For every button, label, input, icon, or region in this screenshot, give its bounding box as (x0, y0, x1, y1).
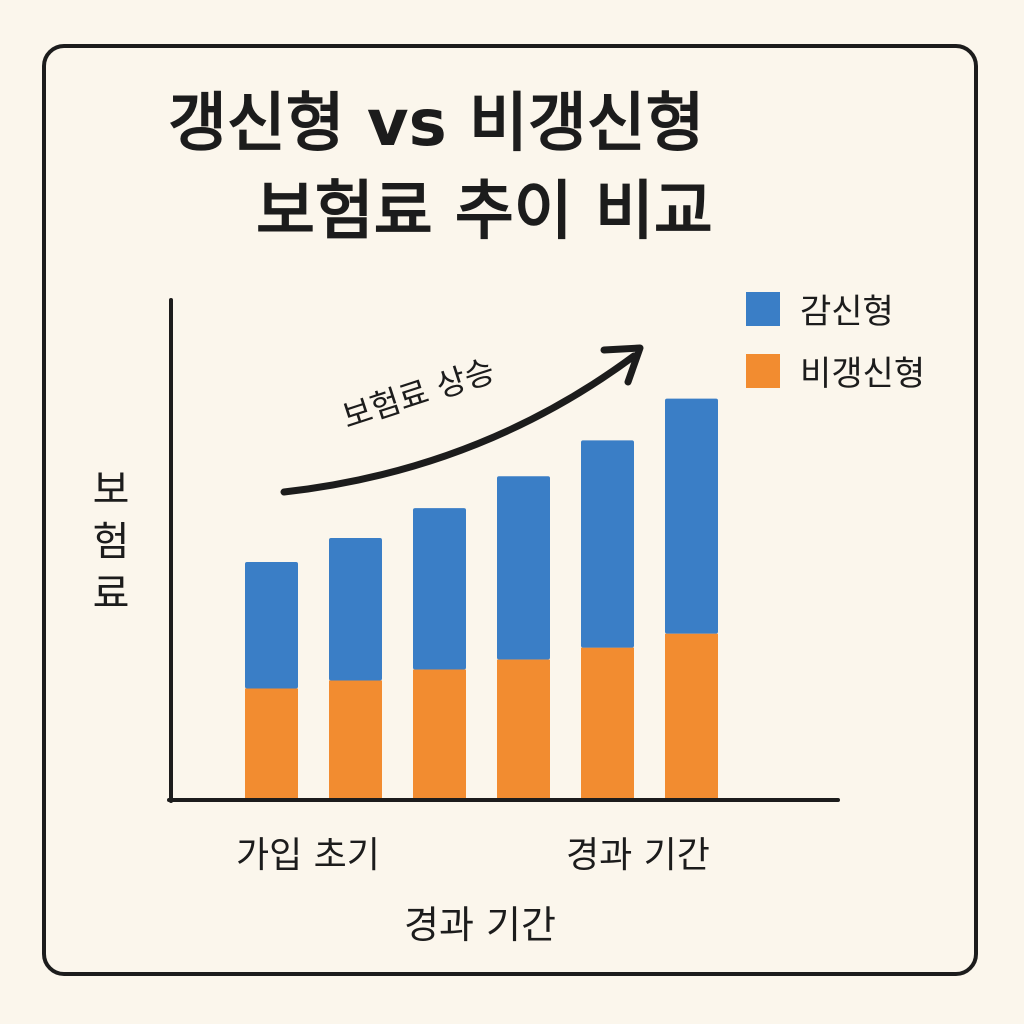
bar-segment-orange-2 (329, 680, 382, 798)
bar-segment-orange-3 (413, 669, 466, 798)
legend-swatch-orange (746, 353, 780, 388)
y-axis-label-char: 료 (92, 571, 130, 617)
trend-arrow (280, 352, 638, 496)
bar-segment-blue-2 (329, 538, 382, 681)
bar-segment-blue-3 (413, 508, 466, 670)
legend-item-series-2: 감신형 (746, 284, 894, 333)
legend-label: 비갱신형 (800, 354, 926, 394)
x-tick-label-start: 가입 초기 (236, 835, 380, 876)
y-axis-label-char: 험 (92, 519, 130, 565)
bar-segment-blue-5 (581, 440, 634, 648)
chart-title-line-2: 보험료 추이 비교 (256, 175, 713, 249)
legend-label: 감신형 (800, 292, 894, 332)
bar-segment-orange-6 (665, 633, 718, 798)
bar-segment-orange-5 (581, 647, 634, 798)
bar-segment-orange-1 (245, 688, 298, 798)
x-axis-label: 경과 기간 (404, 903, 556, 947)
bar-segment-blue-1 (245, 561, 298, 689)
bar-segment-blue-4 (497, 476, 550, 660)
x-tick-label-end: 경과 기간 (566, 835, 710, 876)
y-axis-label-char: 보 (92, 467, 130, 513)
trend-arrowhead-icon (600, 344, 644, 386)
legend-swatch-blue (746, 291, 780, 326)
bar-segment-blue-6 (665, 398, 718, 634)
legend-item-series-1: 비갱신형 (746, 346, 925, 395)
chart-title-line-1: 갱신형 vs 비갱신형 (168, 87, 705, 161)
bar-segment-orange-4 (497, 659, 550, 798)
